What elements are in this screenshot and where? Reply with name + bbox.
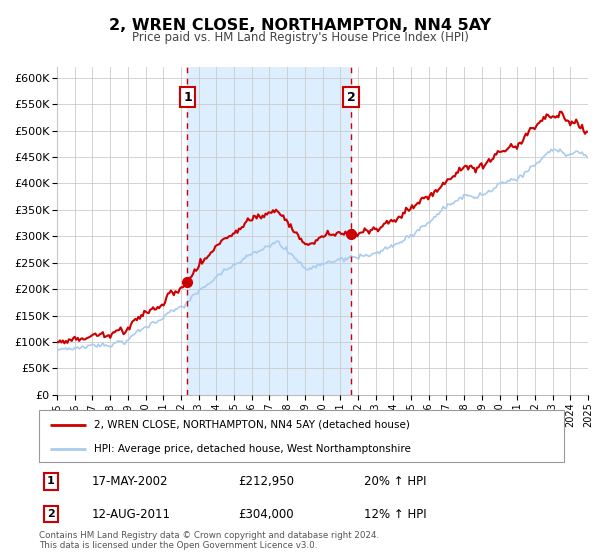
Text: 12-AUG-2011: 12-AUG-2011 bbox=[91, 507, 170, 521]
Text: 2, WREN CLOSE, NORTHAMPTON, NN4 5AY (detached house): 2, WREN CLOSE, NORTHAMPTON, NN4 5AY (det… bbox=[94, 420, 410, 430]
Text: 17-MAY-2002: 17-MAY-2002 bbox=[91, 475, 168, 488]
Text: 2: 2 bbox=[47, 509, 55, 519]
Text: 12% ↑ HPI: 12% ↑ HPI bbox=[365, 507, 427, 521]
Text: 2: 2 bbox=[347, 91, 356, 104]
Text: Contains HM Land Registry data © Crown copyright and database right 2024.
This d: Contains HM Land Registry data © Crown c… bbox=[39, 531, 379, 550]
Text: Price paid vs. HM Land Registry's House Price Index (HPI): Price paid vs. HM Land Registry's House … bbox=[131, 31, 469, 44]
Text: 20% ↑ HPI: 20% ↑ HPI bbox=[365, 475, 427, 488]
Text: £304,000: £304,000 bbox=[239, 507, 294, 521]
Text: £212,950: £212,950 bbox=[239, 475, 295, 488]
FancyBboxPatch shape bbox=[39, 410, 564, 462]
Text: 2, WREN CLOSE, NORTHAMPTON, NN4 5AY: 2, WREN CLOSE, NORTHAMPTON, NN4 5AY bbox=[109, 18, 491, 33]
Bar bbox=[187, 67, 351, 395]
Text: 1: 1 bbox=[47, 477, 55, 487]
Text: 1: 1 bbox=[183, 91, 192, 104]
Text: HPI: Average price, detached house, West Northamptonshire: HPI: Average price, detached house, West… bbox=[94, 444, 411, 454]
